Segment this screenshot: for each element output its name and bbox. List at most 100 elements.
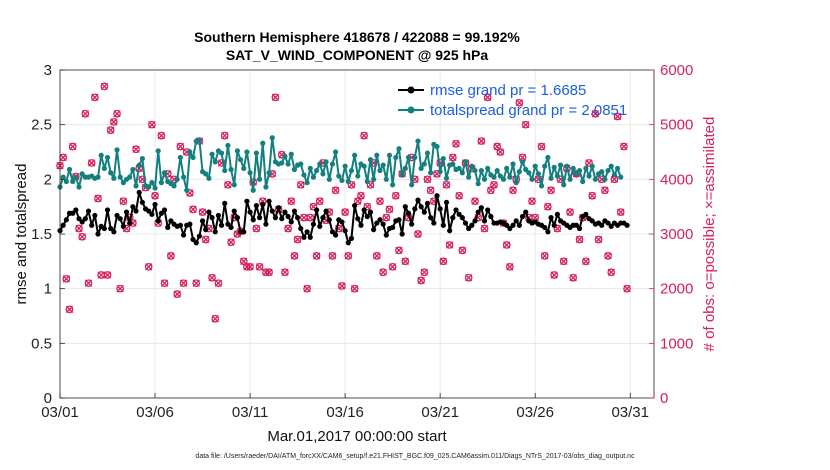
obs-point [90, 93, 99, 102]
totalspread-point [263, 184, 269, 190]
obs-possible-marker [480, 224, 489, 233]
rmse-point [130, 204, 136, 210]
obs-assimilated-marker [357, 192, 365, 200]
totalspread-point [418, 165, 424, 171]
obs-point [471, 197, 479, 206]
totalspread-series [57, 135, 624, 193]
obs-assimilated-marker [569, 274, 577, 282]
obs-point [214, 279, 223, 288]
obs-assimilated-marker [379, 268, 387, 276]
obs-point [94, 194, 102, 203]
obs-point [623, 284, 631, 293]
obs-point [281, 268, 289, 277]
obs-possible-marker [113, 109, 121, 118]
obs-assimilated-marker [103, 271, 112, 279]
rmse-point [545, 229, 551, 235]
totalspread-point [500, 176, 507, 182]
obs-point [306, 213, 315, 222]
obs-point [100, 82, 109, 91]
obs-point [116, 284, 125, 293]
totalspread-point [260, 140, 266, 146]
obs-point [110, 118, 118, 126]
obs-assimilated-marker [189, 205, 197, 214]
obs-possible-marker [483, 93, 492, 102]
totalspread-point [184, 187, 190, 193]
obs-point [515, 98, 524, 107]
totalspread-point [557, 162, 564, 168]
obs-point [401, 257, 410, 266]
rmse-point [187, 221, 193, 227]
y2-tick-label: 0 [660, 390, 668, 407]
obs-assimilated-marker [148, 121, 156, 129]
obs-assimilated-marker [417, 276, 425, 285]
obs-point [569, 273, 578, 282]
totalspread-point [469, 163, 475, 169]
rmse-point [206, 209, 212, 215]
totalspread-point [529, 176, 535, 182]
obs-assimilated-marker [198, 208, 207, 216]
obs-assimilated-marker [620, 142, 628, 151]
rmse-point [158, 210, 164, 216]
obs-assimilated-marker [575, 235, 584, 244]
obs-assimilated-marker [423, 175, 432, 183]
obs-point [395, 246, 403, 255]
rmse-point [437, 206, 443, 212]
obs-assimilated-marker [604, 252, 612, 260]
obs-possible-marker [471, 197, 479, 206]
obs-possible-marker [224, 180, 232, 189]
obs-point [167, 252, 175, 260]
obs-point [616, 208, 625, 216]
obs-point [360, 131, 368, 140]
obs-point [331, 186, 340, 195]
totalspread-point [196, 137, 202, 143]
rmse-point [355, 216, 361, 222]
rmse-point [285, 213, 291, 220]
obs-point [420, 268, 429, 277]
obs-possible-marker [81, 109, 90, 118]
totalspread-point [339, 177, 345, 184]
obs-assimilated-marker [176, 142, 185, 151]
totalspread-point [614, 165, 621, 171]
obs-assimilated-marker [287, 197, 295, 205]
obs-point [62, 274, 71, 283]
obs-possible-marker [94, 194, 102, 203]
rmse-point [161, 207, 168, 213]
rmse-point [317, 223, 323, 229]
obs-possible-marker [151, 191, 159, 200]
totalspread-point [485, 165, 491, 171]
obs-assimilated-marker [338, 282, 346, 290]
rmse-point [421, 209, 427, 215]
obs-possible-marker [176, 142, 185, 151]
totalspread-point [231, 182, 237, 188]
obs-point [528, 197, 536, 206]
obs-assimilated-marker [227, 238, 235, 246]
obs-assimilated-marker [455, 192, 463, 200]
totalspread-point [440, 155, 446, 162]
obs-assimilated-marker [442, 181, 451, 189]
obs-point [620, 142, 628, 151]
obs-assimilated-marker [458, 246, 466, 255]
obs-assimilated-marker [297, 181, 305, 189]
totalspread-point [545, 154, 551, 161]
totalspread-point [497, 173, 503, 179]
rmse-point [139, 199, 145, 205]
rmse-point [469, 222, 475, 228]
obs-point [442, 180, 451, 189]
rmse-point [133, 208, 139, 214]
obs-possible-marker [75, 224, 83, 233]
obs-assimilated-marker [541, 252, 549, 260]
y-tick-label: 2.5 [31, 117, 52, 134]
obs-point [385, 205, 394, 214]
obs-point [445, 241, 454, 249]
obs-possible-marker [414, 230, 422, 238]
rmse-point [275, 205, 282, 211]
obs-possible-marker [255, 262, 264, 271]
obs-possible-marker [566, 208, 574, 216]
grid-lines [60, 70, 654, 398]
obs-possible-marker [106, 126, 115, 134]
obs-assimilated-marker [59, 153, 67, 162]
obs-assimilated-marker [113, 110, 121, 118]
rmse-point [152, 201, 158, 208]
obs-possible-marker [173, 290, 182, 298]
